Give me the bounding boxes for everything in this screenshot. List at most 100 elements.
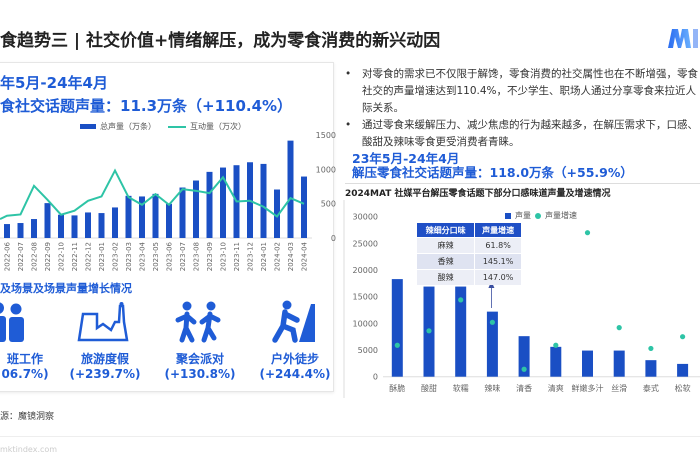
x-tick-label: 2022-09 (44, 242, 52, 271)
x-tick-label: 2022-08 (31, 242, 39, 271)
table-row: 酸辣 147.0% (417, 270, 521, 285)
x-tick-label: 2023-11 (233, 242, 241, 271)
legend-dot-swatch (535, 212, 541, 219)
legend-label: 声量增速 (545, 211, 577, 220)
x-tick-label: 2023-10 (220, 242, 228, 271)
bar (71, 215, 78, 238)
scene-name: 旅游度假 (80, 352, 129, 366)
source-note: 源：魔镜洞察 (0, 412, 55, 422)
bar (139, 196, 145, 238)
bar (152, 193, 159, 238)
x-tick-label: 2023-06 (166, 241, 174, 271)
scene-office: 班工作 06.7%) (0, 300, 60, 381)
bar (274, 189, 280, 238)
divider (345, 183, 700, 184)
bar (220, 167, 226, 238)
x-tick-label: 鲜嫩多汁 (572, 383, 604, 393)
bullet-item: 对零食的需求已不仅限于解馋，零食消费的社交属性也在不断增强，零食社交的声量增速达… (342, 66, 700, 117)
growth-point (584, 230, 591, 236)
x-tick-label: 2023-07 (179, 242, 187, 271)
bar (98, 213, 105, 238)
x-tick-label: 2024-01 (260, 242, 268, 271)
y-tick-label: 20000 (353, 266, 378, 275)
bar (550, 346, 562, 377)
social-volume-chart: 0 500 1000 1500 2022-06 2022-07 2022-08 2022-09… (0, 131, 336, 271)
spicy-flavor-table: 辣细分口味 声量增速 麻辣 61.8% 香辣 145.1% 酸辣 147.0% (416, 222, 522, 286)
table-cell: 香辣 (417, 254, 475, 269)
x-tick-label: 清爽 (548, 383, 564, 393)
table-cell: 酸辣 (417, 270, 475, 285)
scene-growth: 06.7%) (1, 367, 49, 381)
legend-label: 互动量（万次） (190, 122, 246, 131)
bar (125, 195, 132, 238)
growth-point (426, 328, 432, 334)
table-row: 香辣 145.1% (417, 254, 521, 269)
x-tick-label: 2023-05 (152, 242, 160, 271)
table-header: 辣细分口味 (417, 223, 475, 237)
y-tick-label: 15000 (353, 293, 378, 302)
table-header: 声量增速 (475, 223, 521, 237)
legend-bar-swatch (80, 124, 96, 129)
bar (582, 350, 593, 377)
table-cell: 147.0% (475, 270, 521, 285)
y-tick-label: 5000 (358, 346, 378, 355)
x-tick-label: 辣味 (484, 383, 500, 393)
left-metric: 食社交话题声量：11.3万条（+110.4%） (0, 97, 293, 115)
table-cell: 145.1% (475, 254, 521, 269)
bar (287, 140, 294, 238)
bar (85, 212, 91, 238)
x-tick-label: 2023-03 (125, 242, 133, 271)
bar (455, 286, 467, 377)
hiking-climber-icon (272, 300, 315, 343)
scene-party: 聚会派对 (+130.8%) (150, 300, 250, 381)
bar (486, 311, 498, 377)
insight-bullets: 对零食的需求已不仅限于解馋，零食消费的社交属性也在不断增强，零食社交的声量增速达… (342, 66, 700, 151)
bar (166, 203, 172, 238)
bar (17, 223, 24, 238)
left-period: 年5月-24年4月 (0, 74, 108, 92)
bar (179, 187, 186, 238)
x-tick-label: 2023-01 (98, 242, 106, 271)
scene-growth: (+130.8%) (164, 367, 236, 381)
bar (31, 219, 37, 238)
y-tick-label: 10000 (353, 319, 378, 328)
bar (518, 336, 530, 377)
x-tick-label: 清香 (516, 383, 532, 393)
party-dancers-icon (175, 301, 221, 343)
growth-point (489, 319, 495, 325)
x-tick-label: 2023-12 (247, 242, 255, 271)
scene-name: 聚会派对 (175, 352, 224, 366)
panel-frame (343, 200, 345, 398)
growth-point (521, 366, 527, 372)
legend-bar-swatch (505, 212, 511, 219)
x-tick-label: 2024-04 (301, 241, 309, 271)
bar (677, 363, 689, 377)
x-tick-label: 2022-06 (4, 241, 12, 271)
y-tick-label: 1000 (316, 165, 336, 174)
bar (206, 171, 213, 238)
y-tick-label: 500 (321, 200, 336, 209)
x-tick-label: 2022-11 (71, 242, 79, 271)
bar (645, 360, 657, 377)
x-tick-label: 2023-09 (206, 242, 214, 271)
left-chart-legend: 总声量（万条） 互动量（万次） (80, 121, 246, 132)
x-tick-label: 松软 (675, 383, 691, 393)
scene-name: 班工作 (6, 352, 43, 366)
y-tick-label: 1500 (316, 131, 336, 140)
growth-point (616, 325, 622, 331)
bar (301, 176, 307, 238)
brand-logo (668, 29, 698, 48)
bar (4, 224, 10, 238)
right-chart-legend: 声量 声量增速 (505, 210, 577, 221)
x-tick-label: 泰式 (643, 383, 659, 393)
flavor-volume-chart: 0 5000 10000 15000 20000 25000 30000 酥脆 酸甜 软糯 辣味 清香… (353, 213, 700, 393)
scene-travel: 旅游度假 (+239.7%) (55, 300, 155, 381)
footer-url: mktindex.com (0, 445, 58, 454)
bar (193, 180, 199, 238)
page-title: 食趋势三 | 社交价值+情绪解压，成为零食消费的新兴动因 (0, 31, 441, 51)
x-tick-label: 2024-02 (274, 242, 282, 271)
footer-divider (0, 436, 700, 437)
office-workers-icon (0, 302, 24, 342)
bar (112, 207, 118, 238)
x-tick-label: 酥脆 (389, 383, 405, 393)
